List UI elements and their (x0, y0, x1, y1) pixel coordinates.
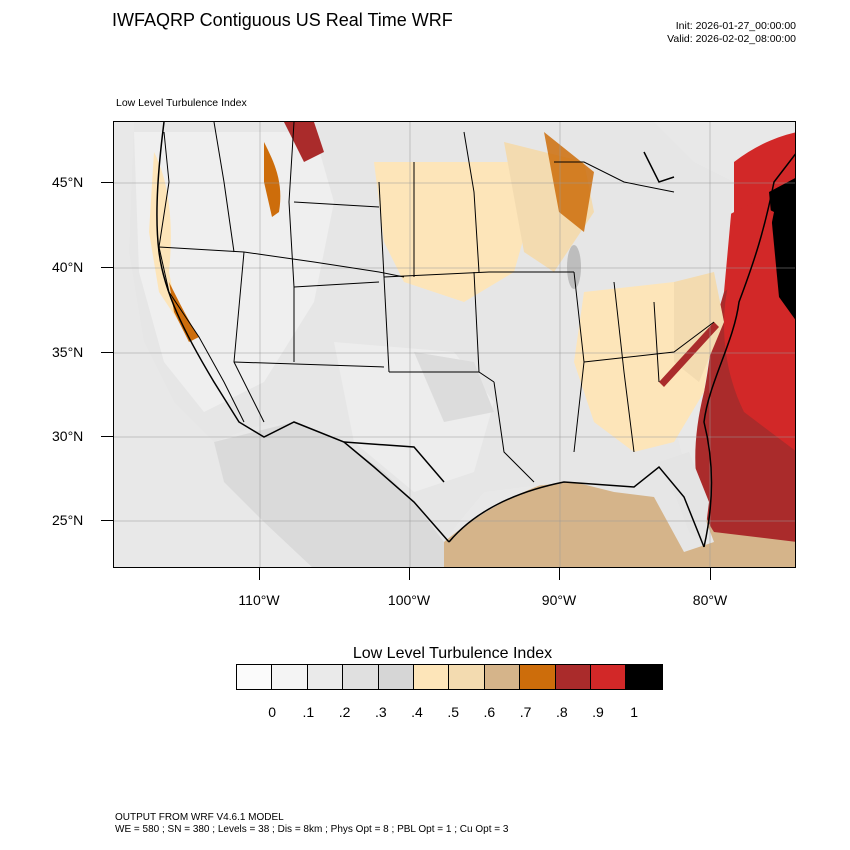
mexico-land (214, 422, 444, 567)
colorbar-box (343, 665, 379, 689)
colorbar-label: .6 (483, 704, 496, 720)
footer-model-line: OUTPUT FROM WRF V4.6.1 MODEL (115, 812, 284, 823)
sierra-orange (169, 282, 199, 342)
great-lakes-orange (544, 132, 594, 232)
lat-tick (101, 352, 113, 353)
turbulence-map (113, 121, 796, 568)
graticule (114, 122, 795, 567)
lon-tick (259, 568, 260, 580)
northern-rockies-red (284, 122, 324, 162)
colorbar-box (484, 665, 521, 689)
colorbar-box (237, 665, 273, 689)
colorbar-box (449, 665, 485, 689)
colorbar-box (555, 665, 591, 689)
lat-label-30: 30°N (52, 428, 84, 444)
lon-tick (559, 568, 560, 580)
lat-label-35: 35°N (52, 344, 84, 360)
lat-tick (101, 267, 113, 268)
lon-label-80: 80°W (692, 592, 728, 608)
colorbar (236, 664, 663, 690)
lat-tick (101, 182, 113, 183)
lon-tick (710, 568, 711, 580)
colorbar-label: 0 (268, 704, 277, 720)
colorbar-label: .9 (592, 704, 604, 720)
lat-label-25: 25°N (52, 512, 84, 528)
rockies-orange (264, 142, 281, 217)
lat-tick (101, 436, 113, 437)
colorbar-box (590, 665, 627, 689)
coastal-moderate (149, 152, 179, 322)
colorbar-box (626, 665, 662, 689)
appalachian-streak (659, 322, 719, 387)
lat-label-45: 45°N (52, 174, 84, 190)
colorbar-box (378, 665, 414, 689)
lat-tick (101, 520, 113, 521)
colorbar-label: 1 (630, 704, 639, 720)
colorbar-box (520, 665, 556, 689)
lon-label-90: 90°W (541, 592, 577, 608)
colorbar-label: .7 (519, 704, 532, 720)
colorbar-box (272, 665, 308, 689)
lat-label-40: 40°N (52, 259, 84, 275)
high-index-black (769, 178, 795, 320)
init-time: Init: 2026-01-27_00:00:00 (675, 20, 796, 32)
lon-tick (409, 568, 410, 580)
panel-label: Low Level Turbulence Index (116, 97, 247, 109)
lon-label-100: 100°W (387, 592, 431, 608)
colorbar-title: Low Level Turbulence Index (352, 645, 553, 662)
colorbar-label: .3 (374, 704, 387, 720)
colorbar-box (413, 665, 450, 689)
west-light (134, 132, 334, 412)
colorbar-label: .5 (447, 704, 460, 720)
lon-label-110: 110°W (238, 592, 280, 608)
footer-config-line: WE = 580 ; SN = 380 ; Levels = 38 ; Dis … (115, 824, 509, 835)
map-canvas (114, 122, 795, 567)
main-title: IWFAQRP Contiguous US Real Time WRF (112, 10, 453, 30)
lake-michigan (567, 245, 581, 289)
colorbar-label: .4 (411, 704, 423, 720)
valid-time: Valid: 2026-02-02_08:00:00 (667, 33, 796, 45)
colorbar-label: .2 (338, 704, 351, 720)
coastlines (156, 122, 795, 548)
state-boundaries (158, 122, 715, 483)
colorbar-label: .8 (555, 704, 568, 720)
colorbar-box (307, 665, 344, 689)
colorbar-label: .1 (302, 704, 315, 720)
oklahoma-mid (414, 352, 494, 422)
